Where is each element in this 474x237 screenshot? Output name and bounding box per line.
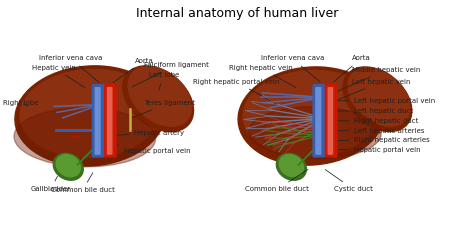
Text: Right hepatic arteries: Right hepatic arteries <box>337 137 430 143</box>
Ellipse shape <box>279 155 303 177</box>
Text: Cystic duct: Cystic duct <box>325 169 373 192</box>
Ellipse shape <box>343 67 412 132</box>
Ellipse shape <box>56 155 81 177</box>
Text: Inferior vena cava: Inferior vena cava <box>261 55 324 82</box>
Text: Hepatic portal vein: Hepatic portal vein <box>102 142 190 155</box>
Text: Hepatic portal vein: Hepatic portal vein <box>337 147 421 153</box>
Text: Left hepatic arteries: Left hepatic arteries <box>337 128 425 134</box>
Ellipse shape <box>238 67 384 165</box>
Ellipse shape <box>249 107 381 159</box>
FancyBboxPatch shape <box>95 88 100 154</box>
Text: Common bile duct: Common bile duct <box>245 169 309 192</box>
FancyBboxPatch shape <box>92 85 104 157</box>
Text: Falciform ligament: Falciform ligament <box>132 63 209 87</box>
Ellipse shape <box>243 70 379 157</box>
Ellipse shape <box>128 66 191 126</box>
Ellipse shape <box>15 66 165 166</box>
Ellipse shape <box>14 108 155 167</box>
Text: Aorta: Aorta <box>113 58 153 83</box>
FancyBboxPatch shape <box>316 88 321 154</box>
Text: Right hepatic portal vein: Right hepatic portal vein <box>193 79 279 104</box>
Text: Right hepatic vein: Right hepatic vein <box>229 65 296 88</box>
Text: Right lobe: Right lobe <box>3 100 38 106</box>
Text: Hepatic vein: Hepatic vein <box>32 65 85 87</box>
Text: Gallbladder: Gallbladder <box>30 176 71 192</box>
FancyBboxPatch shape <box>325 85 337 157</box>
Text: Middle hepatic vein: Middle hepatic vein <box>334 67 420 93</box>
Text: Inferior vena cava: Inferior vena cava <box>39 55 102 82</box>
Ellipse shape <box>20 69 160 158</box>
Ellipse shape <box>123 66 193 132</box>
Text: Right hepatic duct: Right hepatic duct <box>337 118 419 124</box>
Text: Left hepatic duct: Left hepatic duct <box>337 108 413 114</box>
Text: Common bile duct: Common bile duct <box>51 173 114 193</box>
Ellipse shape <box>348 68 410 126</box>
FancyBboxPatch shape <box>105 85 116 157</box>
Text: Left hepatic vein: Left hepatic vein <box>336 79 410 101</box>
FancyBboxPatch shape <box>108 88 112 154</box>
FancyBboxPatch shape <box>328 88 333 154</box>
Text: Left lobe: Left lobe <box>149 72 179 90</box>
Ellipse shape <box>53 153 83 180</box>
Text: Internal anatomy of human liver: Internal anatomy of human liver <box>136 7 338 20</box>
Ellipse shape <box>276 153 306 180</box>
FancyBboxPatch shape <box>313 85 324 157</box>
Text: Left hepatic portal vein: Left hepatic portal vein <box>337 98 436 104</box>
Text: Aorta: Aorta <box>334 55 371 82</box>
Text: Teres ligament: Teres ligament <box>132 100 195 118</box>
Text: Hepatic artery: Hepatic artery <box>103 130 184 136</box>
